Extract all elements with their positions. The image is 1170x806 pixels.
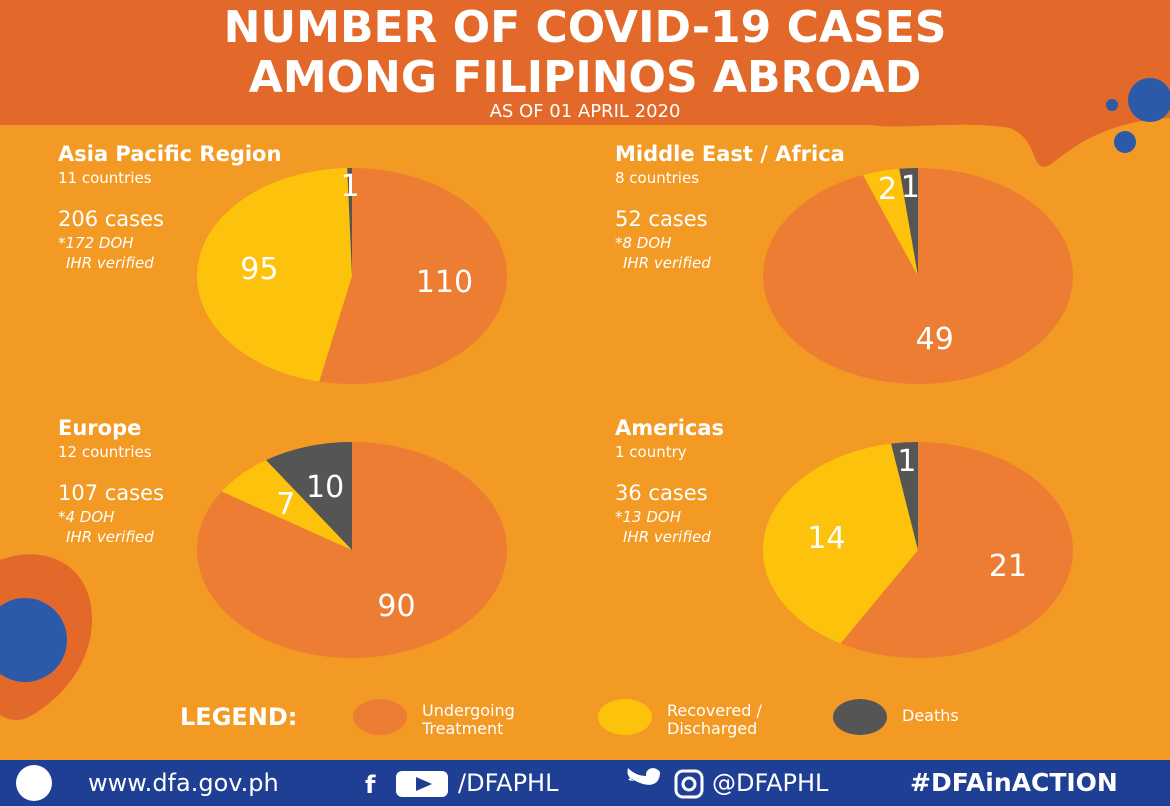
slice-label: 95 [240,252,279,288]
slice-label: 1 [897,443,917,479]
slice-label: 49 [915,321,954,357]
slice-label: 21 [988,548,1027,584]
verification-note: IHR verified [66,254,154,272]
pie-slice [891,442,918,550]
social-handle: /DFAPHL [458,769,559,797]
header-band [0,0,1170,167]
virus-icon [1114,131,1136,153]
virus-icon [0,598,67,682]
subtitle: AS OF 01 APRIL 2020 [489,101,681,122]
pie-slice [347,168,352,276]
website: www.dfa.gov.ph [88,769,279,797]
youtube-play [416,777,432,791]
pie-slice [863,168,918,276]
country-count: 11 countries [58,169,152,187]
region-title: Asia Pacific Region [58,142,282,166]
legend-label: Recovered / Discharged [667,701,762,738]
instagram-icon [674,769,704,799]
slice-label: 110 [415,264,474,300]
region-title: Americas [615,416,725,440]
dfa-seal [16,765,52,801]
slice-label: 7 [276,486,296,522]
slice-label: 14 [807,520,846,556]
instagram-lens [681,776,697,792]
case-count: 206 cases [58,207,164,231]
facebook-icon: f [365,771,376,799]
case-count: 36 cases [615,481,708,505]
twitter-icon [627,768,666,785]
region-title: Europe [58,416,142,440]
verification-note: *172 DOH [58,234,134,252]
verification-note: *8 DOH [615,234,672,252]
pie-slice [840,442,1073,659]
footer-band [0,760,1170,806]
slice-label: 2 [878,172,898,207]
slice-label: 90 [377,588,416,624]
legend-label: Deaths [902,706,959,725]
verification-note: IHR verified [623,528,711,546]
country-count: 12 countries [58,443,152,461]
pie-slice [762,443,918,644]
legend-title: LEGEND: [180,703,298,731]
legend-label: Undergoing Treatment [422,701,515,738]
pie-slice [319,168,508,384]
virus-icon [1106,99,1118,111]
country-count: 8 countries [615,169,700,187]
legend-swatch [598,699,652,735]
pie-slice [266,442,352,550]
region-title: Middle East / Africa [615,142,845,166]
verification-note: IHR verified [623,254,711,272]
social-handle: @DFAPHL [712,769,829,797]
country-count: 1 country [615,443,687,461]
pie-slice [221,460,352,550]
legend-swatch [833,699,887,735]
slice-label: 1 [340,169,360,205]
legend-swatch [353,699,407,735]
case-count: 52 cases [615,207,708,231]
slice-label: 10 [305,469,345,505]
virus-icon [1128,78,1170,122]
title-line: NUMBER OF COVID-19 CASES [223,2,947,53]
hashtag: #DFAinACTION [910,768,1118,797]
pie-slice [197,168,352,382]
verification-note: *4 DOH [58,508,115,526]
pie-slice [899,168,918,276]
case-count: 107 cases [58,481,164,505]
slice-label: 1 [900,169,920,205]
title-line: AMONG FILIPINOS ABROAD [248,52,922,103]
verification-note: *13 DOH [615,508,681,526]
verification-note: IHR verified [66,528,154,546]
